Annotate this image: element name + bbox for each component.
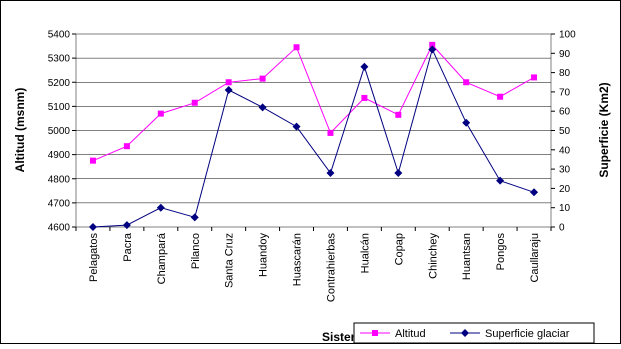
data-point-altitud (191, 99, 198, 106)
data-point-superficie (292, 122, 301, 131)
data-point-superficie (496, 176, 505, 185)
data-point-superficie (360, 62, 369, 71)
legend-marker-superficie (461, 329, 469, 337)
x-axis-ticks: Pelagatos Pacra Champará Pilanco Santa Cruz H… (75, 227, 552, 303)
data-point-altitud (531, 74, 538, 81)
x-category-label: Hualcán (359, 233, 371, 273)
right-tick-label: 40 (559, 145, 571, 156)
data-point-superficie (258, 103, 267, 112)
data-point-altitud (463, 79, 470, 86)
data-point-altitud (497, 93, 504, 100)
legend-label-superficie: Superficie glaciar (485, 328, 570, 340)
x-category-label: Santa Cruz (224, 233, 236, 288)
left-tick-label: 5300 (48, 54, 71, 65)
data-point-superficie (462, 118, 471, 127)
left-tick-label: 4900 (48, 150, 71, 161)
x-category-label: Huandoy (258, 233, 270, 278)
data-point-superficie (190, 213, 199, 222)
x-category-label: Huantsan (461, 233, 473, 280)
right-tick-label: 50 (559, 126, 571, 137)
x-category-label: Pilanco (190, 233, 202, 269)
right-axis-ticks: 0 10 20 30 40 50 60 70 80 90 100 (551, 30, 576, 234)
data-point-altitud (259, 75, 266, 82)
data-point-superficie (224, 85, 233, 94)
left-tick-label: 5000 (48, 126, 71, 137)
left-tick-label: 5400 (48, 30, 71, 41)
right-tick-label: 70 (559, 87, 571, 98)
x-category-label: Chinchey (427, 233, 439, 279)
x-category-label: Pacra (122, 232, 134, 262)
data-point-superficie (156, 203, 165, 212)
data-point-superficie (88, 223, 97, 231)
right-tick-label: 20 (559, 184, 571, 195)
data-point-superficie (326, 168, 335, 177)
legend-label-altitud: Altitud (395, 328, 426, 340)
legend-entry-altitud: Altitud (360, 328, 426, 340)
right-tick-label: 80 (559, 68, 571, 79)
data-point-altitud (89, 157, 96, 164)
data-point-superficie (394, 168, 403, 177)
data-point-altitud (123, 143, 130, 150)
y-axis-title: Altitud (msnm) (13, 88, 27, 173)
left-tick-label: 5100 (48, 102, 71, 113)
x-category-label: Huascarán (292, 233, 304, 286)
series-layer (88, 41, 539, 231)
data-point-altitud (225, 79, 232, 86)
x-category-label: Caullaraju (529, 233, 541, 283)
right-tick-label: 60 (559, 107, 571, 118)
data-point-superficie (122, 221, 131, 230)
data-point-altitud (361, 94, 368, 101)
legend-entry-superficie: Superficie glaciar (450, 328, 570, 340)
y2-axis-title: Superficie (Km2) (597, 82, 611, 177)
gridlines (76, 57, 551, 204)
right-tick-label: 0 (559, 223, 565, 234)
series-line (92, 44, 535, 162)
x-category-label: Pongos (495, 233, 507, 271)
series-line (92, 47, 535, 228)
right-tick-label: 100 (559, 30, 576, 41)
data-point-altitud (327, 129, 334, 136)
legend: Altitud Superficie glaciar (353, 322, 595, 344)
x-category-label: Copap (393, 233, 405, 265)
x-category-label: Champará (156, 232, 168, 284)
data-point-altitud (395, 111, 402, 118)
data-point-altitud (293, 44, 300, 51)
data-point-altitud (429, 41, 436, 48)
data-point-altitud (157, 110, 164, 117)
left-axis-ticks: 4600 4700 4800 4900 5000 5100 5200 5300 5400 (48, 30, 76, 234)
right-tick-label: 30 (559, 165, 571, 176)
right-tick-label: 90 (559, 49, 571, 60)
left-tick-label: 4600 (48, 223, 71, 234)
left-tick-label: 4700 (48, 198, 71, 209)
legend-marker-altitud (372, 330, 378, 336)
left-tick-label: 4800 (48, 174, 71, 185)
x-category-label: Pelagatos (88, 233, 100, 282)
right-tick-label: 10 (559, 203, 571, 214)
x-category-label: Contrahierbas (325, 233, 337, 303)
left-tick-label: 5200 (48, 78, 71, 89)
data-point-superficie (530, 188, 539, 197)
data-point-superficie (428, 45, 437, 54)
